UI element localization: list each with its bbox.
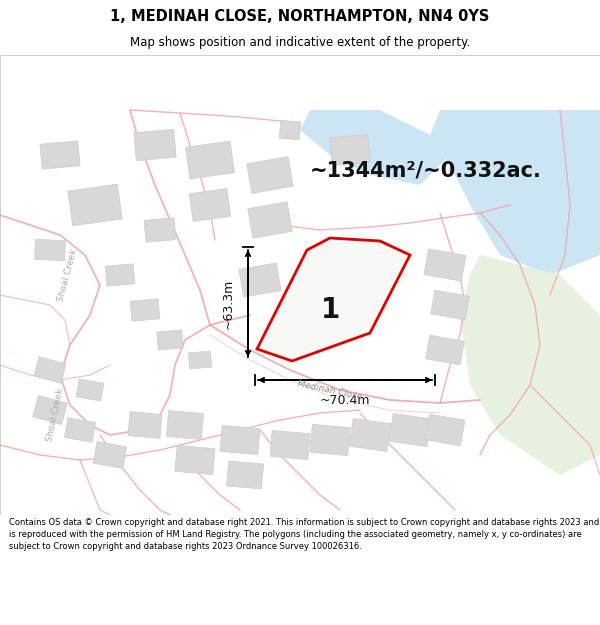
Polygon shape <box>247 157 293 193</box>
Polygon shape <box>425 414 465 446</box>
Text: Medinah Close: Medinah Close <box>297 379 363 401</box>
Polygon shape <box>279 120 301 140</box>
Text: Contains OS data © Crown copyright and database right 2021. This information is : Contains OS data © Crown copyright and d… <box>9 518 599 551</box>
Polygon shape <box>32 396 67 424</box>
Polygon shape <box>389 414 431 446</box>
Polygon shape <box>226 461 263 489</box>
Polygon shape <box>35 239 65 261</box>
Polygon shape <box>76 379 104 401</box>
Polygon shape <box>188 351 212 369</box>
Polygon shape <box>94 441 127 469</box>
Polygon shape <box>239 263 281 297</box>
Polygon shape <box>425 335 464 365</box>
Polygon shape <box>310 424 350 456</box>
Polygon shape <box>330 134 370 166</box>
Polygon shape <box>130 299 160 321</box>
Text: ~70.4m: ~70.4m <box>320 394 370 406</box>
Polygon shape <box>189 189 231 221</box>
Polygon shape <box>300 110 450 185</box>
Polygon shape <box>105 264 135 286</box>
Polygon shape <box>248 202 292 238</box>
Polygon shape <box>175 446 215 474</box>
Polygon shape <box>424 249 466 281</box>
Text: ~1344m²/~0.332ac.: ~1344m²/~0.332ac. <box>310 160 542 180</box>
Polygon shape <box>431 290 469 320</box>
Text: 1, MEDINAH CLOSE, NORTHAMPTON, NN4 0YS: 1, MEDINAH CLOSE, NORTHAMPTON, NN4 0YS <box>110 9 490 24</box>
Polygon shape <box>128 412 162 438</box>
Polygon shape <box>220 426 260 454</box>
Polygon shape <box>144 217 176 242</box>
Polygon shape <box>157 330 183 350</box>
Text: 1: 1 <box>320 296 340 324</box>
Text: Shoal Creek: Shoal Creek <box>56 248 79 302</box>
Text: Map shows position and indicative extent of the property.: Map shows position and indicative extent… <box>130 36 470 49</box>
Polygon shape <box>64 418 95 442</box>
Polygon shape <box>430 110 600 275</box>
Text: ~63.3m: ~63.3m <box>221 278 235 329</box>
Polygon shape <box>349 419 391 451</box>
Polygon shape <box>185 141 235 179</box>
Polygon shape <box>460 255 600 475</box>
Polygon shape <box>68 184 122 226</box>
Polygon shape <box>270 431 310 459</box>
Polygon shape <box>134 129 176 161</box>
Polygon shape <box>40 141 80 169</box>
Text: Shoal Creek: Shoal Creek <box>45 388 65 442</box>
Polygon shape <box>34 357 66 383</box>
Polygon shape <box>166 411 203 439</box>
Polygon shape <box>257 238 410 361</box>
